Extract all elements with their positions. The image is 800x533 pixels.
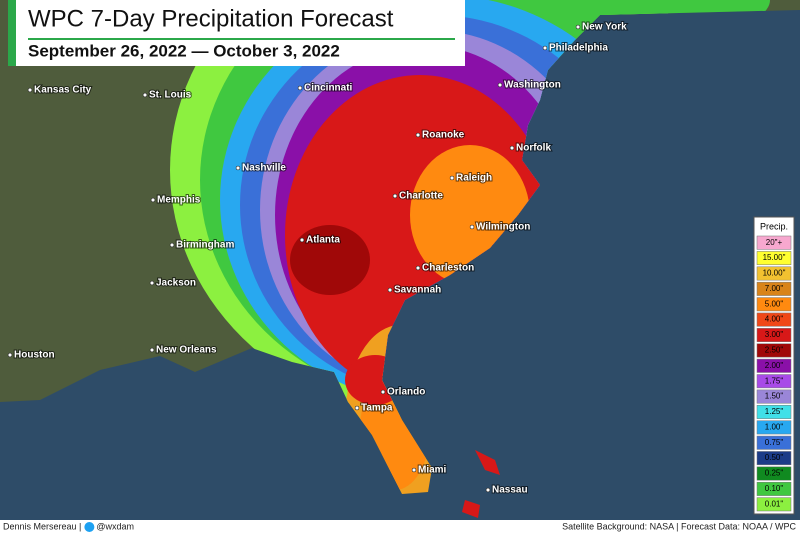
city-dot xyxy=(485,487,491,493)
city-dot xyxy=(415,265,421,271)
city-dot xyxy=(469,224,475,230)
footer-handle: @wxdam xyxy=(96,521,134,531)
city-label: Birmingham xyxy=(176,240,234,251)
city-dot xyxy=(149,280,155,286)
city-label: Houston xyxy=(14,350,55,361)
legend-swatch xyxy=(756,235,792,250)
legend-label: 0.50" xyxy=(765,453,784,462)
legend-label: 2.00" xyxy=(765,361,784,370)
city-label: New York xyxy=(582,22,627,33)
legend-swatch xyxy=(756,435,792,450)
city-label: Memphis xyxy=(157,195,201,206)
city-dot xyxy=(509,145,515,151)
city-dot xyxy=(142,92,148,98)
title: WPC 7-Day Precipitation Forecast xyxy=(28,5,394,32)
precip-zone xyxy=(290,225,370,295)
city-label: Roanoke xyxy=(422,130,465,141)
footer-author: Dennis Mersereau | xyxy=(3,521,81,531)
city-labels: Kansas City St. Louis Cincinnati Washington… xyxy=(7,21,628,497)
legend-label: 7.00" xyxy=(765,284,784,293)
legend-title: Precip. xyxy=(760,221,788,231)
city-label: Kansas City xyxy=(34,85,92,96)
legend-swatch xyxy=(756,481,792,496)
legend-swatch xyxy=(756,281,792,296)
city-label: Tampa xyxy=(361,403,393,414)
legend-label: 1.25" xyxy=(765,407,784,416)
city-label: Charleston xyxy=(422,263,474,274)
city-dot xyxy=(27,87,33,93)
city-label: Nassau xyxy=(492,485,528,496)
city-label: Orlando xyxy=(387,387,425,398)
twitter-icon xyxy=(84,522,95,532)
legend-label: 0.01" xyxy=(765,499,784,508)
city-dot xyxy=(542,45,548,51)
title-box xyxy=(8,0,465,66)
city-label: Charlotte xyxy=(399,191,443,202)
legend-label: 1.00" xyxy=(765,422,784,431)
legend-swatch xyxy=(756,389,792,404)
city-label: Philadelphia xyxy=(549,43,608,54)
footer-credits: Satellite Background: NASA | Forecast Da… xyxy=(562,521,796,531)
city-label: Washington xyxy=(504,80,561,91)
city-label: Raleigh xyxy=(456,173,492,184)
city-label: Cincinnati xyxy=(304,83,353,94)
legend-swatch xyxy=(756,343,792,358)
legend: Precip. 20"+ 15.00" 10.00" 7.00" 5.00" 4.00" 3… xyxy=(753,216,795,515)
footer-bar xyxy=(0,520,800,533)
legend-swatch xyxy=(756,328,792,342)
legend-label: 10.00" xyxy=(763,269,786,278)
city-dot xyxy=(380,389,386,395)
legend-label: 15.00" xyxy=(763,253,786,262)
legend-swatch xyxy=(756,251,792,266)
island xyxy=(462,450,500,518)
legend-swatch xyxy=(756,266,792,281)
city-dot xyxy=(150,197,156,203)
legend-label: 5.00" xyxy=(765,299,784,308)
title-accent xyxy=(8,0,16,66)
city-label: Wilmington xyxy=(476,222,530,233)
city-dot xyxy=(7,352,13,358)
legend-label: 2.50" xyxy=(765,346,784,355)
legend-label: 0.25" xyxy=(765,469,784,478)
city-dot xyxy=(497,82,503,88)
city-label: Nashville xyxy=(242,163,286,174)
city-dot xyxy=(415,132,421,138)
city-label: Atlanta xyxy=(306,235,340,246)
city-label: Jackson xyxy=(156,278,196,289)
legend-swatch xyxy=(756,466,792,481)
city-dot xyxy=(235,165,241,171)
legend-swatch xyxy=(756,405,792,419)
city-dot xyxy=(297,85,303,91)
city-dot xyxy=(392,193,398,199)
legend-swatch xyxy=(756,420,792,435)
legend-label: 1.50" xyxy=(765,392,784,401)
legend-swatch xyxy=(756,297,792,312)
legend-label: 1.75" xyxy=(765,376,784,385)
legend-label: 0.10" xyxy=(765,484,784,493)
city-label: Miami xyxy=(418,465,447,476)
legend-label: 3.00" xyxy=(765,330,784,339)
city-dot xyxy=(575,24,581,30)
legend-swatch xyxy=(756,374,792,389)
legend-swatch xyxy=(756,497,792,512)
city-dot xyxy=(149,347,155,353)
city-dot xyxy=(449,175,455,181)
city-label: St. Louis xyxy=(149,90,192,101)
legend-swatch xyxy=(756,358,792,373)
city-label: New Orleans xyxy=(156,345,217,356)
legend-swatch xyxy=(756,451,792,466)
city-label: Norfolk xyxy=(516,143,551,154)
city-dot xyxy=(387,287,393,293)
legend-label: 4.00" xyxy=(765,315,784,324)
city-dot xyxy=(299,237,305,243)
city-dot xyxy=(411,467,417,473)
legend-label: 20"+ xyxy=(766,238,783,247)
city-label: Savannah xyxy=(394,285,441,296)
legend-swatch xyxy=(756,312,792,327)
city-dot xyxy=(354,405,360,411)
city-dot xyxy=(169,242,175,248)
legend-label: 0.75" xyxy=(765,438,784,447)
subtitle: September 26, 2022 — October 3, 2022 xyxy=(28,41,340,60)
